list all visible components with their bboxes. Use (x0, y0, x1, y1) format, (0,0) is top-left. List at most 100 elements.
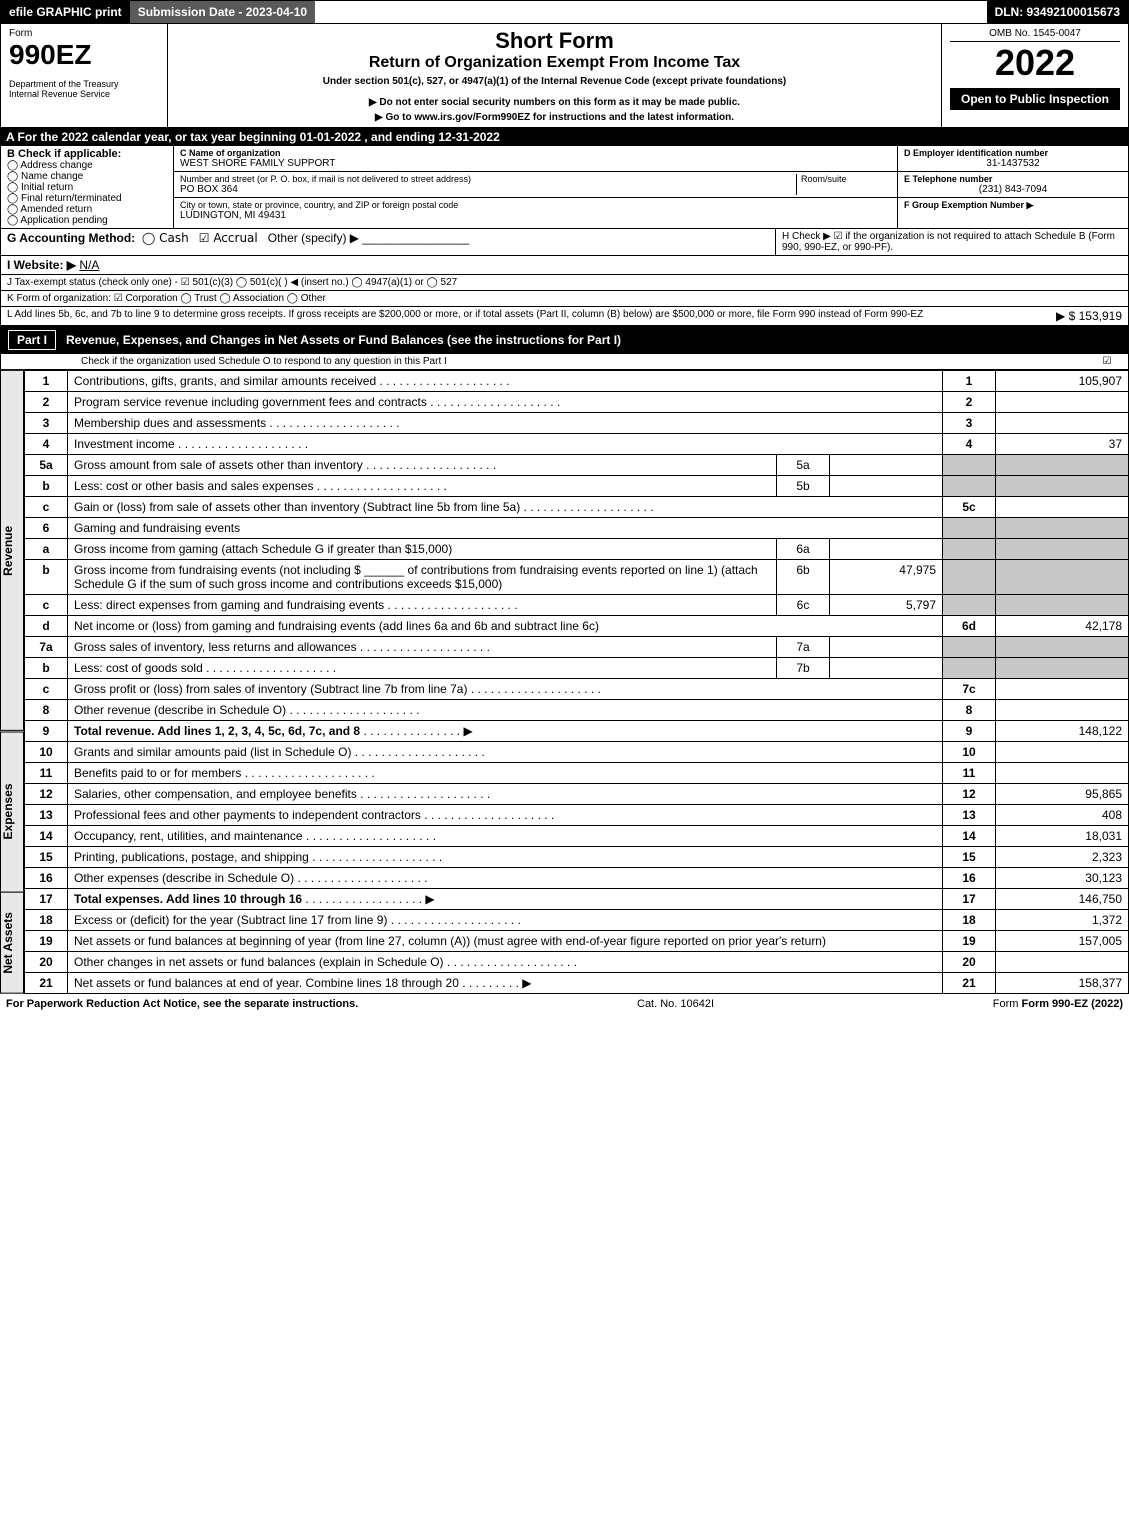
C-name: WEST SHORE FAMILY SUPPORT (180, 158, 891, 169)
form-label: Form (9, 28, 159, 39)
part1-subrow: Check if the organization used Schedule … (0, 354, 1129, 370)
line-6b: bGross income from fundraising events (n… (25, 560, 1129, 595)
G-cash[interactable]: ◯ Cash (142, 231, 189, 245)
line-13: 13Professional fees and other payments t… (25, 805, 1129, 826)
footer-right: Form Form 990-EZ (2022) (993, 998, 1123, 1010)
C-name-label: C Name of organization (180, 148, 891, 158)
K-label[interactable]: K Form of organization: ☑ Corporation ◯ … (1, 291, 332, 306)
side-netassets: Net Assets (0, 892, 24, 994)
form-id-block: Form 990EZ Department of the Treasury In… (1, 24, 168, 127)
ssn-warning: ▶ Do not enter social security numbers o… (176, 97, 933, 108)
part1-sub: Check if the organization used Schedule … (1, 354, 1086, 369)
I-label: I Website: ▶ (7, 258, 76, 272)
line-7b: bLess: cost of goods sold7b (25, 658, 1129, 679)
line-2: 2Program service revenue including gover… (25, 392, 1129, 413)
title-block: Form 990EZ Department of the Treasury In… (0, 24, 1129, 128)
E-label: E Telephone number (904, 174, 1122, 184)
B-opt-1[interactable]: ◯ Name change (7, 171, 167, 182)
row-I: I Website: ▶ N/A (0, 256, 1129, 275)
side-revenue: Revenue (0, 370, 24, 731)
omb: OMB No. 1545-0047 (950, 28, 1120, 42)
line-6c: cLess: direct expenses from gaming and f… (25, 595, 1129, 616)
B-opt-3-text: Final return/terminated (21, 193, 122, 204)
topbar-spacer (315, 1, 986, 23)
B-opt-2-text: Initial return (21, 182, 73, 193)
form-number: 990EZ (9, 39, 159, 71)
title-right: OMB No. 1545-0047 2022 Open to Public In… (942, 24, 1128, 127)
B-opt-0[interactable]: ◯ Address change (7, 160, 167, 171)
row-G-H: G Accounting Method: ◯ Cash ☑ Accrual Ot… (0, 229, 1129, 256)
G-other[interactable]: Other (specify) ▶ (268, 231, 359, 245)
line-11: 11Benefits paid to or for members11 (25, 763, 1129, 784)
submission-date: Submission Date - 2023-04-10 (130, 1, 315, 23)
irs-label: Internal Revenue Service (9, 89, 159, 99)
B-opt-2[interactable]: ◯ Initial return (7, 182, 167, 193)
G-label: G Accounting Method: (7, 231, 135, 245)
B-opt-4[interactable]: ◯ Amended return (7, 204, 167, 215)
line-6: 6Gaming and fundraising events (25, 518, 1129, 539)
B-opt-0-text: Address change (20, 160, 92, 171)
J-label[interactable]: J Tax-exempt status (check only one) - ☑… (1, 275, 463, 290)
B-label: B Check if applicable: (7, 148, 167, 160)
block-H[interactable]: H Check ▶ ☑ if the organization is not r… (775, 229, 1128, 255)
line-10: 10Grants and similar amounts paid (list … (25, 742, 1129, 763)
footer-left: For Paperwork Reduction Act Notice, see … (6, 998, 358, 1010)
D-label: D Employer identification number (904, 148, 1122, 158)
B-opt-5-text: Application pending (20, 215, 107, 226)
part1-title: Revenue, Expenses, and Changes in Net As… (66, 333, 621, 347)
line-9: 9Total revenue. Add lines 1, 2, 3, 4, 5c… (25, 721, 1129, 742)
line-12: 12Salaries, other compensation, and empl… (25, 784, 1129, 805)
B-opt-4-text: Amended return (20, 204, 92, 215)
block-B: B Check if applicable: ◯ Address change … (1, 146, 174, 228)
part1-check[interactable]: ☑ (1086, 354, 1128, 369)
block-G: G Accounting Method: ◯ Cash ☑ Accrual Ot… (1, 229, 775, 255)
F-label: F Group Exemption Number ▶ (904, 200, 1122, 211)
C-street: PO BOX 364 (180, 184, 796, 195)
goto-link[interactable]: ▶ Go to www.irs.gov/Form990EZ for instru… (176, 112, 933, 123)
row-J: J Tax-exempt status (check only one) - ☑… (0, 275, 1129, 291)
part1-body: Revenue Expenses Net Assets 1Contributio… (0, 370, 1129, 994)
L-amount: ▶ $ 153,919 (996, 307, 1128, 325)
C-street-label: Number and street (or P. O. box, if mail… (180, 174, 796, 184)
line-6d: dNet income or (loss) from gaming and fu… (25, 616, 1129, 637)
line-5a: 5aGross amount from sale of assets other… (25, 455, 1129, 476)
C-city-label: City or town, state or province, country… (180, 200, 891, 210)
line-17: 17Total expenses. Add lines 10 through 1… (25, 889, 1129, 910)
line-6a: aGross income from gaming (attach Schedu… (25, 539, 1129, 560)
C-city: LUDINGTON, MI 49431 (180, 210, 891, 221)
main-title: Return of Organization Exempt From Incom… (176, 54, 933, 72)
line-16: 16Other expenses (describe in Schedule O… (25, 868, 1129, 889)
under-section: Under section 501(c), 527, or 4947(a)(1)… (176, 76, 933, 87)
short-form: Short Form (176, 28, 933, 54)
line-8: 8Other revenue (describe in Schedule O)8 (25, 700, 1129, 721)
G-accrual[interactable]: ☑ Accrual (199, 231, 258, 245)
line-15: 15Printing, publications, postage, and s… (25, 847, 1129, 868)
E-value: (231) 843-7094 (904, 184, 1122, 195)
B-opt-1-text: Name change (21, 171, 83, 182)
side-expenses: Expenses (0, 731, 24, 892)
line-5b: bLess: cost or other basis and sales exp… (25, 476, 1129, 497)
B-opt-5[interactable]: ◯ Application pending (7, 215, 167, 226)
line-A: A For the 2022 calendar year, or tax yea… (0, 128, 1129, 146)
line-4: 4Investment income437 (25, 434, 1129, 455)
block-C: C Name of organization WEST SHORE FAMILY… (174, 146, 897, 228)
line-7a: 7aGross sales of inventory, less returns… (25, 637, 1129, 658)
line-19: 19Net assets or fund balances at beginni… (25, 931, 1129, 952)
line-5c: cGain or (loss) from sale of assets othe… (25, 497, 1129, 518)
line-1: 1Contributions, gifts, grants, and simil… (25, 371, 1129, 392)
dln: DLN: 93492100015673 (987, 1, 1128, 23)
B-opt-3[interactable]: ◯ Final return/terminated (7, 193, 167, 204)
block-DEF: D Employer identification number 31-1437… (897, 146, 1128, 228)
part1-badge: Part I (8, 330, 56, 350)
top-bar: efile GRAPHIC print Submission Date - 20… (0, 0, 1129, 24)
footer-mid: Cat. No. 10642I (637, 998, 714, 1010)
lines-table: 1Contributions, gifts, grants, and simil… (24, 370, 1129, 994)
C-room-label: Room/suite (796, 174, 891, 195)
row-K: K Form of organization: ☑ Corporation ◯ … (0, 291, 1129, 307)
line-3: 3Membership dues and assessments3 (25, 413, 1129, 434)
line-21: 21Net assets or fund balances at end of … (25, 973, 1129, 994)
line-20: 20Other changes in net assets or fund ba… (25, 952, 1129, 973)
I-value[interactable]: N/A (79, 258, 99, 272)
part1-header: Part I Revenue, Expenses, and Changes in… (0, 326, 1129, 354)
efile-label[interactable]: efile GRAPHIC print (1, 1, 130, 23)
